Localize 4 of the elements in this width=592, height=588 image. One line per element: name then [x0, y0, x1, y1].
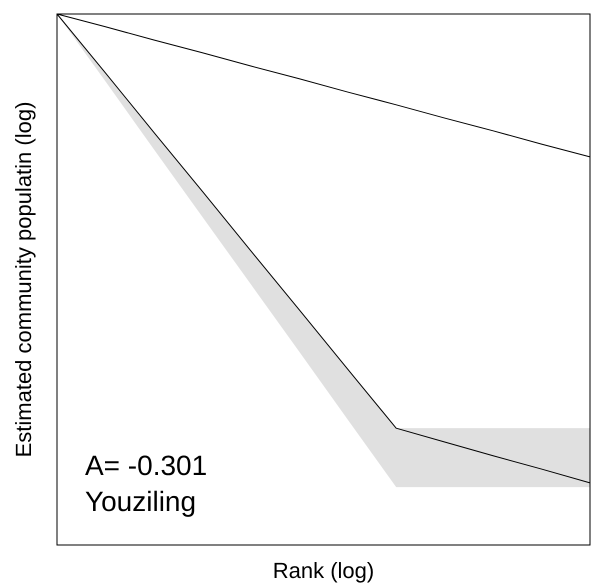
- y-axis-title: Estimated community populatin (log): [11, 102, 36, 458]
- annotation: A= -0.301: [85, 450, 208, 481]
- x-axis-title: Rank (log): [272, 558, 374, 583]
- annotation: Youziling: [85, 486, 196, 517]
